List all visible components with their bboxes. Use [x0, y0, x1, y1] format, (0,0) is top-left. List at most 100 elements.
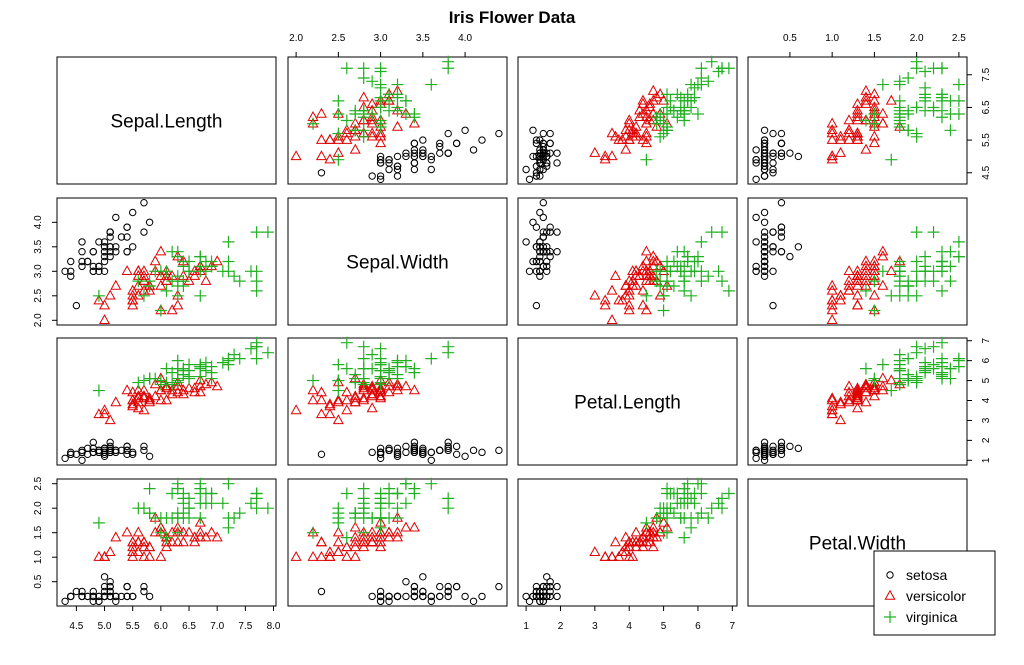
point-versicolor [860, 260, 872, 271]
point-versicolor [630, 130, 642, 141]
point-setosa [123, 592, 131, 601]
point-virginica [640, 516, 653, 529]
point-versicolor [375, 137, 387, 148]
point-setosa [539, 129, 547, 138]
point-virginica [919, 88, 932, 101]
point-virginica [688, 255, 701, 268]
point-virginica [199, 255, 212, 268]
point-virginica [705, 502, 718, 515]
point-versicolor [627, 536, 639, 547]
point-versicolor [860, 396, 872, 407]
point-versicolor [654, 289, 666, 300]
point-versicolor [211, 255, 223, 266]
point-versicolor [332, 526, 344, 537]
point-virginica [171, 289, 184, 302]
point-setosa [145, 592, 154, 601]
point-setosa [140, 228, 148, 236]
point-versicolor [826, 304, 838, 315]
point-setosa [106, 252, 114, 261]
point-versicolor [358, 536, 370, 547]
point-virginica [244, 497, 257, 510]
tick-label-right: 7.5 [981, 67, 992, 81]
point-setosa [536, 136, 544, 144]
point-versicolor [99, 550, 111, 561]
point-setosa [553, 248, 561, 256]
point-virginica [391, 356, 404, 369]
point-versicolor [860, 97, 872, 108]
point-versicolor [860, 274, 872, 285]
point-virginica [177, 492, 190, 505]
point-setosa [89, 248, 97, 256]
point-setosa [539, 262, 547, 271]
point-virginica [408, 487, 421, 500]
point-setosa [752, 267, 760, 275]
point-setosa [129, 208, 137, 217]
point-setosa [385, 446, 393, 455]
point-setosa [760, 172, 769, 180]
point-setosa [140, 199, 148, 207]
panel-r1-c4 [747, 55, 968, 185]
point-versicolor [194, 374, 206, 385]
point-versicolor [366, 536, 378, 547]
tick-label-right: 5.5 [981, 133, 992, 147]
point-setosa [539, 228, 547, 236]
point-setosa [393, 165, 402, 174]
point-setosa [522, 592, 530, 601]
point-setosa [427, 456, 435, 464]
point-virginica [233, 352, 246, 365]
point-setosa [95, 597, 103, 605]
tick-label-bottom: 7.0 [210, 621, 224, 632]
point-versicolor [851, 127, 864, 138]
point-virginica [935, 111, 948, 124]
point-versicolor [358, 91, 370, 102]
point-virginica [868, 304, 881, 317]
point-virginica [927, 340, 940, 353]
point-versicolor [160, 269, 173, 280]
point-versicolor [885, 94, 897, 105]
point-versicolor [640, 117, 652, 128]
point-virginica [919, 65, 932, 78]
point-versicolor [341, 394, 353, 405]
point-setosa [478, 136, 486, 144]
point-setosa [760, 257, 769, 266]
point-versicolor [860, 84, 872, 95]
point-virginica [640, 289, 653, 302]
point-versicolor [637, 94, 649, 105]
point-virginica [712, 265, 725, 278]
point-setosa [436, 149, 444, 157]
tick-label-bottom: 4.5 [69, 621, 83, 632]
point-virginica [183, 370, 196, 383]
point-setosa [546, 139, 554, 148]
point-virginica [374, 121, 387, 134]
point-versicolor [851, 299, 864, 310]
point-virginica [702, 270, 715, 283]
point-virginica [859, 284, 872, 297]
tick-label-bottom: 6.5 [182, 621, 196, 632]
chart-title: Iris Flower Data [449, 8, 576, 27]
point-virginica [216, 497, 229, 510]
tick-label-bottom: 5.0 [98, 621, 112, 632]
point-setosa [536, 267, 544, 275]
point-setosa [78, 448, 86, 457]
point-versicolor [868, 255, 880, 266]
point-versicolor [127, 541, 139, 552]
point-versicolor [868, 88, 880, 99]
point-setosa [317, 450, 326, 459]
point-setosa [78, 238, 86, 246]
panels: Sepal.Length Sepal.Width Petal.Length Petal… [56, 55, 968, 607]
point-virginica [374, 487, 387, 500]
point-versicolor [630, 541, 642, 552]
point-setosa [536, 592, 544, 601]
point-virginica [705, 226, 718, 239]
panel-frame [517, 56, 738, 185]
point-setosa [452, 139, 461, 148]
point-versicolor [138, 265, 150, 276]
point-versicolor [206, 526, 218, 537]
point-setosa [376, 175, 385, 183]
point-setosa [444, 442, 452, 451]
point-setosa [760, 228, 769, 236]
point-versicolor [620, 531, 632, 542]
point-virginica [876, 78, 889, 91]
point-virginica [171, 507, 184, 520]
point-versicolor [826, 153, 838, 164]
